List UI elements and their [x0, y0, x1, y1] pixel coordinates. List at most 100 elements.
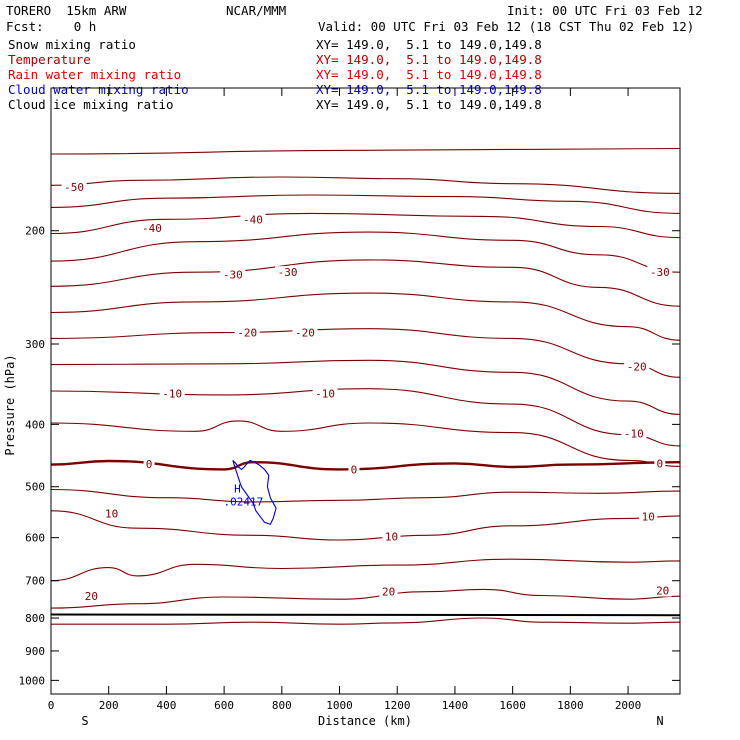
isotherm--55: [50, 147, 681, 155]
isotherm--10: [50, 388, 681, 447]
y-tick-label: 900: [25, 645, 45, 658]
isotherm-25: [51, 617, 681, 625]
contour-label-bg: [654, 457, 666, 470]
contour-label: 20: [382, 586, 395, 599]
contour-label-bg: [647, 266, 673, 279]
contour-label-bg: [653, 584, 672, 597]
contour-label: 10: [642, 510, 655, 523]
isotherm--30: [50, 259, 681, 307]
surface-line: [50, 613, 681, 617]
field-cloudwater-xy: XY= 149.0, 5.1 to 149.0,149.8: [316, 82, 542, 97]
x-tick-label: 200: [99, 699, 119, 712]
field-rain-xy: XY= 149.0, 5.1 to 149.0,149.8: [316, 67, 542, 82]
field-snow-xy: XY= 149.0, 5.1 to 149.0,149.8: [316, 37, 542, 52]
contour-label-bg: [292, 326, 318, 339]
contour-label-bg: [275, 266, 301, 279]
contour-label-bg: [348, 463, 360, 476]
isotherm-0: [50, 459, 681, 471]
contour-label: -30: [278, 266, 298, 279]
contour-label: -10: [162, 387, 182, 400]
isotherm--25: [50, 292, 681, 341]
field-cloudice-name: Cloud ice mixing ratio: [8, 97, 174, 112]
isotherm--20: [50, 328, 681, 378]
cloud-water-contour: [232, 459, 277, 525]
contour-label-bg: [61, 180, 87, 193]
field-cloudice-xy: XY= 149.0, 5.1 to 149.0,149.8: [316, 97, 542, 112]
x-tick-label: 1600: [499, 699, 526, 712]
x-tick-label: 600: [214, 699, 234, 712]
contour-label: -20: [295, 327, 315, 340]
contour-label-bg: [139, 221, 165, 234]
y-tick-label: 1000: [19, 674, 46, 687]
temperature-contours: [50, 147, 681, 625]
contour-label-bg: [379, 585, 398, 598]
isotherm--5: [50, 420, 681, 467]
contour-label: -40: [243, 213, 263, 226]
x-tick-label: 1400: [442, 699, 469, 712]
contour-label-bg: [621, 427, 647, 440]
isotherm--45: [50, 194, 681, 214]
contour-labels: -50 -40 -40 -30 -30 -30 -20 -20 -20 -10 -10 -10 0 0 0 1…: [61, 180, 673, 603]
center-label: NCAR/MMM: [226, 3, 287, 18]
x-tick-label: 1200: [384, 699, 411, 712]
x-tick-label: 0: [48, 699, 55, 712]
field-snow-name: Snow mixing ratio: [8, 37, 136, 52]
isotherm-10: [50, 510, 681, 541]
contour-label-bg: [159, 387, 185, 400]
contour-label-bg: [220, 268, 246, 281]
isotherm--35: [50, 231, 681, 273]
cloud-water-max-value: .02417: [224, 496, 264, 509]
y-tick-label: 300: [25, 338, 45, 351]
field-rain-name: Rain water mixing ratio: [8, 67, 182, 82]
x-tick-label: 400: [156, 699, 176, 712]
isotherm-20: [50, 588, 681, 609]
x-tick-label: 1800: [557, 699, 584, 712]
x-end-label-right: N: [656, 714, 663, 728]
field-temperature-xy: XY= 149.0, 5.1 to 149.0,149.8: [316, 52, 542, 67]
y-tick-label: 600: [25, 532, 45, 545]
contour-label-bg: [143, 458, 155, 471]
init-time: Init: 00 UTC Fri 03 Feb 12: [507, 3, 703, 18]
contour-label: 0: [146, 458, 153, 471]
field-cloudwater-name: Cloud water mixing ratio: [8, 82, 189, 97]
y-tick-label: 700: [25, 575, 45, 588]
plot-frame: [50, 87, 681, 695]
contour-label: -10: [624, 427, 644, 440]
forecast-hour: Fcst: 0 h: [6, 19, 97, 34]
contour-label: 0: [656, 457, 663, 470]
contour-label: 10: [105, 507, 118, 520]
contour-label: 20: [656, 585, 669, 598]
cloud-water-max-marker: H: [234, 483, 241, 496]
contour-label-bg: [240, 213, 266, 226]
cloud-water-contours: H.02417: [224, 459, 277, 525]
y-tick-label: 200: [25, 225, 45, 238]
x-tick-label: 1000: [326, 699, 353, 712]
contour-label: -20: [237, 327, 257, 340]
isotherm--40: [50, 212, 681, 239]
contour-label: 20: [85, 590, 98, 603]
contour-label: -30: [223, 269, 243, 282]
x-end-label-left: S: [81, 714, 88, 728]
contour-label-bg: [639, 510, 658, 523]
y-tick-label: 400: [25, 418, 45, 431]
field-temperature-name: Temperature: [8, 52, 91, 67]
x-tick-label: 2000: [615, 699, 642, 712]
isotherm-5: [50, 488, 681, 503]
y-tick-label: 500: [25, 481, 45, 494]
contour-label-bg: [234, 326, 260, 339]
valid-time: Valid: 00 UTC Fri 03 Feb 12 (18 CST Thu …: [318, 19, 695, 34]
y-axis-label: Pressure (hPa): [3, 354, 17, 455]
y-tick-label: 800: [25, 612, 45, 625]
contour-label-bg: [624, 360, 650, 373]
x-tick-label: 800: [272, 699, 292, 712]
contour-label: -20: [627, 360, 647, 373]
contour-label-bg: [82, 590, 101, 603]
model-title: TORERO 15km ARW: [6, 3, 127, 18]
contour-label: -30: [650, 266, 670, 279]
contour-label: 0: [351, 463, 358, 476]
contour-label: 10: [385, 531, 398, 544]
contour-label: -40: [142, 222, 162, 235]
contour-label-bg: [382, 530, 401, 543]
